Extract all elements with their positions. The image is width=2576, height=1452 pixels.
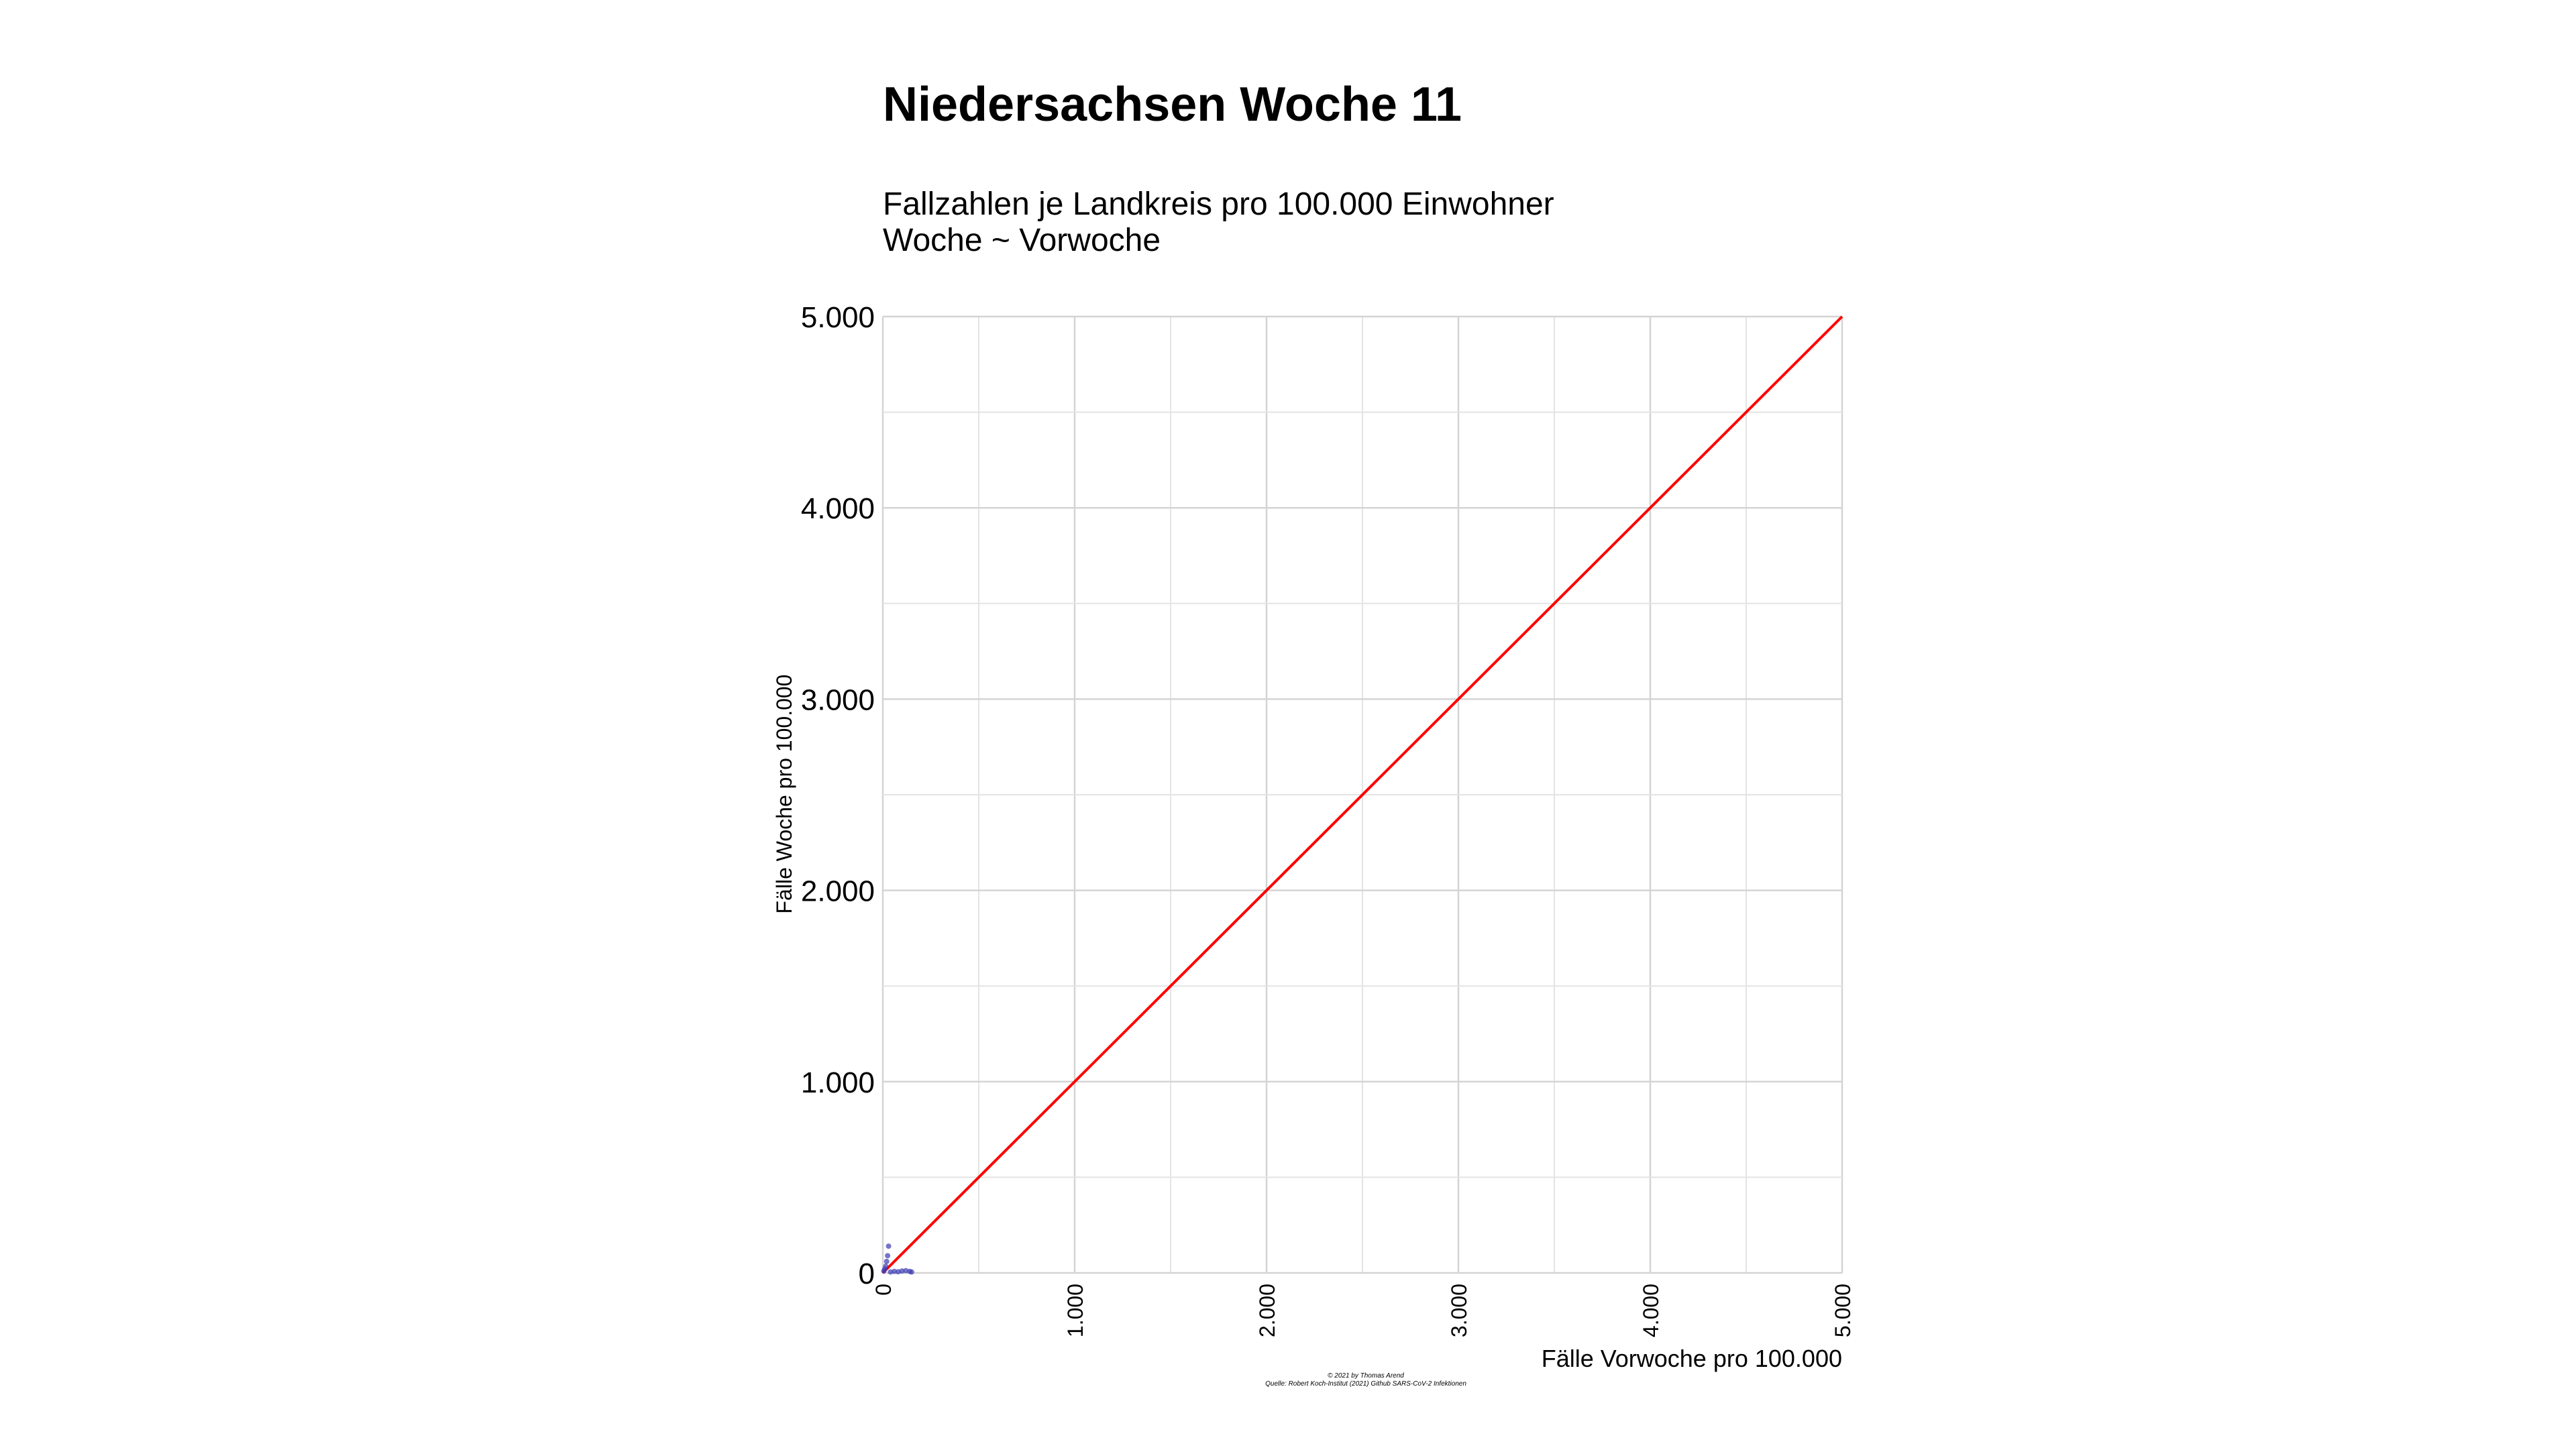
reference-line: [881, 315, 1843, 1274]
chart-title: Niedersachsen Woche 11: [883, 78, 1462, 131]
grid-lines: [881, 315, 1843, 1274]
caption-source: Quelle: Robert Koch-Institut (2021) Gith…: [1265, 1380, 1466, 1388]
y-tick-label: 2.000: [801, 875, 875, 908]
data-point: [885, 1243, 892, 1249]
y-tick-label: 1.000: [801, 1066, 875, 1099]
data-point: [885, 1253, 891, 1259]
chart-subtitle-line-1: Fallzahlen je Landkreis pro 100.000 Einw…: [883, 186, 1554, 222]
x-tick-label: 5.000: [1831, 1284, 1855, 1337]
y-tick-label: 5.000: [801, 301, 875, 334]
x-tick-label: 1.000: [1063, 1284, 1087, 1337]
x-tick-label: 0: [871, 1284, 896, 1296]
data-point: [883, 1258, 890, 1264]
x-tick-label: 2.000: [1255, 1284, 1279, 1337]
data-points: [881, 1243, 914, 1275]
data-point: [883, 1264, 889, 1270]
x-tick-label: 4.000: [1639, 1284, 1663, 1337]
y-tick-label: 3.000: [801, 683, 875, 716]
data-point: [908, 1269, 914, 1275]
x-tick-label: 3.000: [1447, 1284, 1471, 1337]
y-axis-label: Fälle Woche pro 100.000: [772, 675, 796, 914]
y-tick-label: 4.000: [801, 492, 875, 525]
y-tick-label: 0: [859, 1258, 875, 1290]
caption-copyright: © 2021 by Thomas Arend: [1328, 1372, 1404, 1380]
chart-subtitle-line-2: Woche ~ Vorwoche: [883, 223, 1161, 258]
x-axis-tick-labels: 0 1.000 2.000 3.000 4.000 5.000: [871, 1284, 1855, 1337]
reference-line-layer: [881, 315, 1843, 1274]
x-axis-label: Fälle Vorwoche pro 100.000: [1542, 1345, 1842, 1372]
y-axis-tick-labels: 0 1.000 2.000 3.000 4.000 5.000: [801, 301, 875, 1290]
